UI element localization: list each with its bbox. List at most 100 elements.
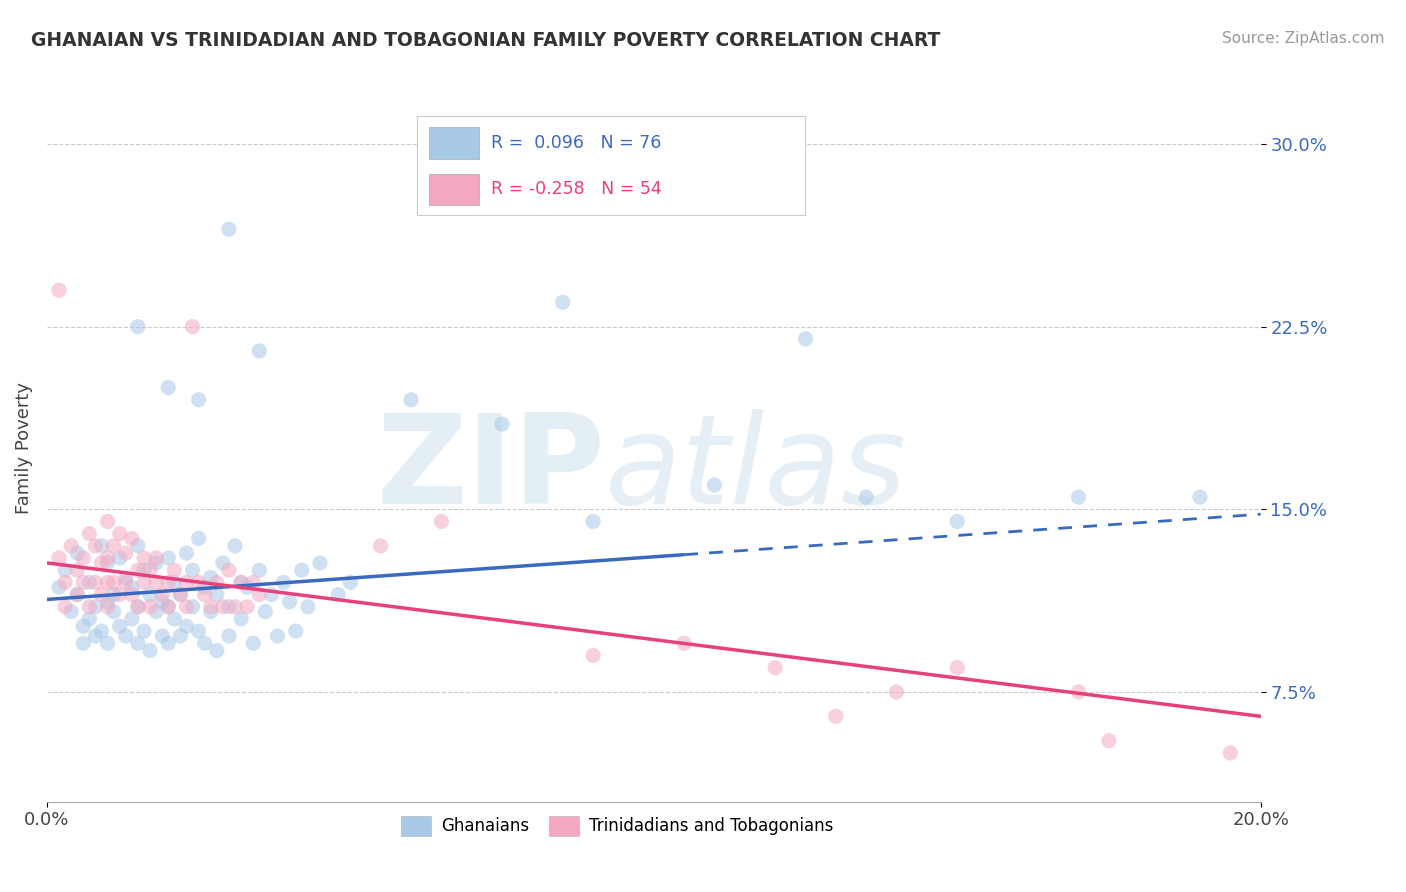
Point xyxy=(53,575,76,590)
Point xyxy=(157,599,180,614)
Point xyxy=(247,344,270,359)
Point xyxy=(114,575,136,590)
Point xyxy=(145,605,167,619)
Point xyxy=(212,599,235,614)
Point xyxy=(242,636,264,650)
Text: ZIP: ZIP xyxy=(377,409,605,530)
Point xyxy=(205,588,228,602)
Point xyxy=(60,605,83,619)
Point xyxy=(150,629,173,643)
Point xyxy=(66,546,89,560)
Point xyxy=(127,599,149,614)
Text: Source: ZipAtlas.com: Source: ZipAtlas.com xyxy=(1222,31,1385,46)
Point xyxy=(247,563,270,577)
Point xyxy=(139,599,162,614)
Point xyxy=(48,580,70,594)
Point xyxy=(194,588,217,602)
Point xyxy=(169,588,191,602)
Point xyxy=(103,588,125,602)
Point xyxy=(291,563,314,577)
Point xyxy=(163,612,186,626)
Point xyxy=(157,575,180,590)
Point xyxy=(79,612,101,626)
Point xyxy=(176,575,198,590)
Point xyxy=(946,515,969,529)
Point xyxy=(491,417,513,431)
Point xyxy=(297,599,319,614)
Point xyxy=(127,599,149,614)
Point xyxy=(309,556,332,570)
Point xyxy=(121,532,143,546)
Point xyxy=(145,551,167,566)
Point xyxy=(66,563,89,577)
Point xyxy=(187,392,209,407)
Point xyxy=(218,629,240,643)
Point xyxy=(132,551,155,566)
Point xyxy=(855,490,877,504)
Point xyxy=(127,319,149,334)
Point xyxy=(72,575,94,590)
Point xyxy=(328,588,350,602)
Point xyxy=(163,575,186,590)
Point xyxy=(84,629,107,643)
Point xyxy=(97,575,120,590)
Point xyxy=(79,599,101,614)
Point xyxy=(169,588,191,602)
Point xyxy=(127,636,149,650)
Point xyxy=(703,478,725,492)
Point xyxy=(176,546,198,560)
Point xyxy=(1219,746,1241,760)
Point xyxy=(97,636,120,650)
Point xyxy=(157,636,180,650)
Point xyxy=(284,624,307,638)
Point xyxy=(218,563,240,577)
Point xyxy=(181,563,204,577)
Point xyxy=(181,599,204,614)
Point xyxy=(84,575,107,590)
Point xyxy=(205,575,228,590)
Point xyxy=(254,605,277,619)
Point xyxy=(187,532,209,546)
Point xyxy=(247,588,270,602)
Point xyxy=(103,575,125,590)
Point xyxy=(97,515,120,529)
Text: atlas: atlas xyxy=(605,409,907,530)
Point xyxy=(200,599,222,614)
Point xyxy=(48,283,70,297)
Point xyxy=(260,588,283,602)
Point xyxy=(90,539,112,553)
Point xyxy=(79,526,101,541)
Point xyxy=(90,624,112,638)
Text: GHANAIAN VS TRINIDADIAN AND TOBAGONIAN FAMILY POVERTY CORRELATION CHART: GHANAIAN VS TRINIDADIAN AND TOBAGONIAN F… xyxy=(31,31,941,50)
Point xyxy=(163,563,186,577)
Point xyxy=(72,636,94,650)
Point xyxy=(1098,733,1121,747)
Point xyxy=(150,588,173,602)
Point xyxy=(205,643,228,657)
Point xyxy=(824,709,846,723)
Point xyxy=(551,295,574,310)
Point xyxy=(97,556,120,570)
Point xyxy=(200,570,222,584)
Point xyxy=(886,685,908,699)
Point xyxy=(132,563,155,577)
Point xyxy=(157,551,180,566)
Point xyxy=(84,539,107,553)
Point xyxy=(97,551,120,566)
Point xyxy=(108,588,131,602)
Point xyxy=(399,392,422,407)
Point xyxy=(176,619,198,633)
Point xyxy=(66,588,89,602)
Point xyxy=(1067,490,1090,504)
Point xyxy=(97,595,120,609)
Point xyxy=(194,636,217,650)
Point xyxy=(200,605,222,619)
Point xyxy=(79,575,101,590)
Point xyxy=(84,599,107,614)
Point xyxy=(108,551,131,566)
Point xyxy=(229,575,252,590)
Point xyxy=(673,636,696,650)
Point xyxy=(139,643,162,657)
Point xyxy=(229,612,252,626)
Point xyxy=(582,515,605,529)
